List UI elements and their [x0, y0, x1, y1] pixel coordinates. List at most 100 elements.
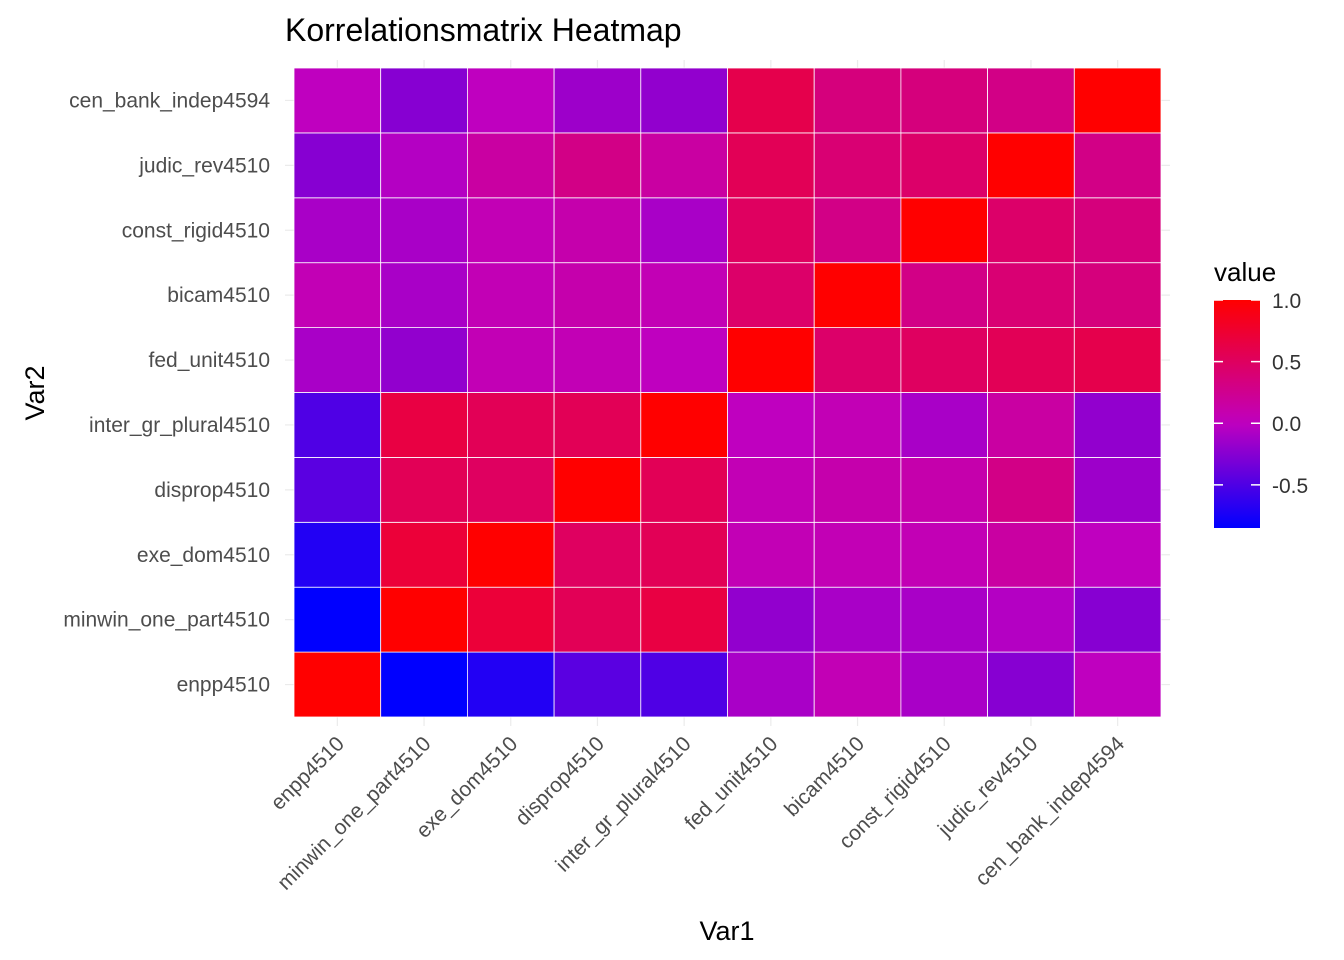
x-tick-label: cen_bank_indep4594: [971, 732, 1130, 891]
y-tick-label: const_rigid4510: [122, 219, 270, 242]
heatmap-cell: [987, 327, 1075, 393]
heatmap-cell: [640, 456, 728, 523]
legend-tick-label: -0.5: [1272, 475, 1308, 498]
y-tick-label: cen_bank_indep4594: [69, 89, 270, 112]
y-tick-label: minwin_one_part4510: [63, 609, 270, 632]
heatmap-cell: [727, 651, 815, 718]
heatmap-cell: [553, 262, 642, 329]
heatmap-cell: [293, 521, 382, 588]
x-tick-label: fed_unit4510: [680, 732, 782, 834]
y-tick-label: bicam4510: [167, 284, 270, 307]
heatmap-cell: [987, 456, 1075, 523]
heatmap-cell: [900, 456, 989, 523]
heatmap-cell: [553, 521, 642, 588]
heatmap-cell: [1073, 327, 1162, 393]
legend-title: value: [1214, 257, 1276, 287]
heatmap-cell: [900, 262, 989, 329]
heatmap-cell: [466, 392, 555, 458]
legend-tick-label: 1.0: [1272, 290, 1301, 313]
heatmap-cell: [553, 132, 642, 199]
heatmap-cell: [813, 651, 902, 718]
heatmap-cell: [640, 521, 728, 588]
heatmap-cell: [1073, 392, 1162, 458]
heatmap-cell: [553, 327, 642, 393]
heatmap-cell: [466, 67, 555, 134]
heatmap-cell: [900, 327, 989, 393]
heatmap-cell: [293, 327, 382, 393]
y-axis-title: Var2: [20, 365, 50, 420]
heatmap-cell: [293, 262, 382, 329]
heatmap-cell: [466, 327, 555, 393]
legend-tick-label: 0.0: [1272, 413, 1301, 436]
x-tick-labels: enpp4510minwin_one_part4510exe_dom4510di…: [267, 732, 1130, 895]
heatmap-cell: [640, 651, 728, 718]
heatmap-cell: [727, 197, 815, 264]
heatmap-cell: [640, 132, 728, 199]
heatmap-cell: [380, 392, 468, 458]
y-tick-label: exe_dom4510: [137, 544, 270, 567]
heatmap-cell: [466, 132, 555, 199]
heatmap-cell: [1073, 586, 1162, 653]
heatmap-cell: [640, 586, 728, 653]
heatmap-cell: [640, 67, 728, 134]
heatmap-cell: [380, 197, 468, 264]
heatmap-cells: [293, 67, 1162, 718]
heatmap-cell: [813, 67, 902, 134]
color-legend: value 1.0 0.5 0.0 -0.5: [1214, 257, 1308, 528]
heatmap-cell: [293, 197, 382, 264]
heatmap-cell: [1073, 262, 1162, 329]
y-tick-label: disprop4510: [154, 479, 270, 502]
heatmap-cell: [727, 67, 815, 134]
heatmap-cell: [1073, 521, 1162, 588]
heatmap-cell: [466, 651, 555, 718]
heatmap-cell: [293, 67, 382, 134]
y-tick-label: fed_unit4510: [149, 349, 270, 372]
heatmap-cell: [293, 651, 382, 718]
heatmap-cell: [1073, 67, 1162, 134]
heatmap-cell: [987, 197, 1075, 264]
y-tick-labels: enpp4510 minwin_one_part4510 exe_dom4510 di…: [63, 89, 270, 696]
heatmap-cell: [987, 651, 1075, 718]
heatmap-cell: [727, 327, 815, 393]
heatmap-cell: [553, 651, 642, 718]
heatmap-cell: [813, 586, 902, 653]
heatmap-cell: [640, 327, 728, 393]
heatmap-cell: [813, 456, 902, 523]
legend-colorbar: [1214, 300, 1260, 528]
heatmap-cell: [813, 392, 902, 458]
heatmap-cell: [900, 651, 989, 718]
y-tick-label: judic_rev4510: [138, 154, 270, 177]
heatmap-cell: [380, 67, 468, 134]
heatmap-cell: [987, 392, 1075, 458]
heatmap-cell: [900, 67, 989, 134]
heatmap-cell: [987, 67, 1075, 134]
heatmap-cell: [813, 132, 902, 199]
chart-title: Korrelationsmatrix Heatmap: [285, 12, 682, 48]
heatmap-cell: [813, 262, 902, 329]
heatmap-cell: [1073, 651, 1162, 718]
heatmap-cell: [727, 521, 815, 588]
x-tick-label: bicam4510: [780, 732, 869, 821]
heatmap-cell: [553, 456, 642, 523]
heatmap-cell: [900, 197, 989, 264]
heatmap-cell: [293, 456, 382, 523]
heatmap-cell: [727, 132, 815, 199]
heatmap-cell: [380, 651, 468, 718]
heatmap-cell: [293, 392, 382, 458]
heatmap-cell: [813, 327, 902, 393]
heatmap-cell: [1073, 456, 1162, 523]
heatmap-cell: [987, 521, 1075, 588]
heatmap-cell: [380, 586, 468, 653]
x-tick-label: disprop4510: [511, 732, 609, 830]
heatmap-cell: [987, 132, 1075, 199]
heatmap-cell: [293, 586, 382, 653]
heatmap-cell: [727, 392, 815, 458]
heatmap-cell: [293, 132, 382, 199]
heatmap-cell: [466, 586, 555, 653]
heatmap-cell: [900, 392, 989, 458]
heatmap-cell: [813, 197, 902, 264]
heatmap-cell: [640, 392, 728, 458]
heatmap-cell: [380, 262, 468, 329]
heatmap-cell: [466, 197, 555, 264]
